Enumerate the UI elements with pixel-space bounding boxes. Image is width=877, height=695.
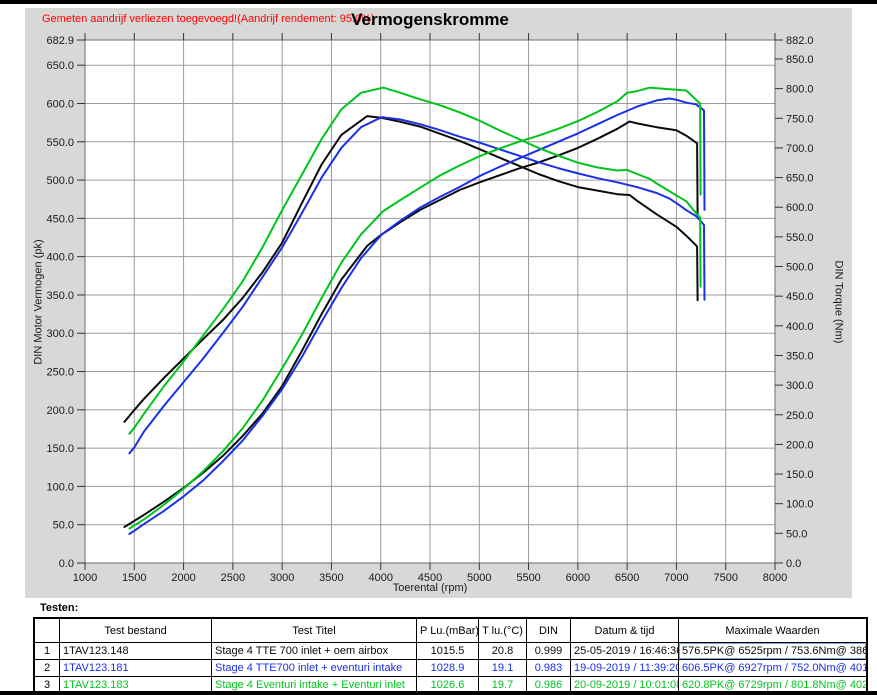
svg-text:850.0: 850.0 [786, 54, 814, 66]
svg-text:650.0: 650.0 [786, 173, 814, 185]
svg-text:0.0: 0.0 [786, 558, 801, 570]
svg-text:6500: 6500 [615, 572, 639, 584]
svg-text:700.0: 700.0 [786, 143, 814, 155]
svg-text:550.0: 550.0 [786, 232, 814, 244]
temp-value: 19.1 [478, 659, 527, 677]
datetime: 19-09-2019 / 11:39:20 [570, 659, 679, 677]
svg-text:450.0: 450.0 [786, 291, 814, 303]
table-row-run3[interactable]: 3 1TAV123.183 Stage 4 Eventuri intake + … [33, 676, 868, 695]
svg-text:400.0: 400.0 [786, 321, 814, 333]
svg-text:50.0: 50.0 [786, 528, 807, 540]
header-p-lu: P Lu.(mBar) [416, 617, 479, 643]
right-axis-title: DIN Torque (Nm) [832, 260, 845, 344]
svg-text:2000: 2000 [171, 572, 195, 584]
svg-text:2500: 2500 [221, 572, 245, 584]
svg-text:5000: 5000 [467, 572, 491, 584]
header-din: DIN [526, 617, 571, 643]
svg-text:6000: 6000 [566, 572, 590, 584]
svg-text:500.0: 500.0 [46, 175, 74, 187]
svg-text:800.0: 800.0 [786, 84, 814, 96]
svg-text:550.0: 550.0 [46, 137, 74, 149]
svg-text:600.0: 600.0 [786, 202, 814, 214]
top-divider-bar [0, 0, 877, 4]
row-number: 2 [33, 659, 60, 677]
svg-text:1000: 1000 [73, 572, 97, 584]
svg-text:300.0: 300.0 [46, 328, 74, 340]
svg-text:882.0: 882.0 [786, 35, 814, 47]
svg-text:7500: 7500 [713, 572, 737, 584]
svg-text:450.0: 450.0 [46, 213, 74, 225]
test-title: Stage 4 TTE 700 inlet + oem airbox [211, 642, 417, 660]
header-row-number [33, 617, 60, 643]
svg-text:100.0: 100.0 [786, 499, 814, 511]
svg-text:350.0: 350.0 [786, 350, 814, 362]
svg-text:4500: 4500 [418, 572, 442, 584]
svg-text:8000: 8000 [763, 572, 787, 584]
svg-text:682.9: 682.9 [46, 35, 74, 47]
svg-text:250.0: 250.0 [786, 410, 814, 422]
x-axis-title: Toerental (rpm) [392, 582, 468, 594]
svg-text:3000: 3000 [270, 572, 294, 584]
drivetrain-loss-annotation: Gemeten aandrijf verliezen toegevoegd!(A… [42, 13, 375, 25]
chart-title: Vermogenskromme [351, 10, 509, 29]
svg-text:150.0: 150.0 [786, 469, 814, 481]
max-values: 606.5PK@ 6927rpm / 752.0Nm@ 4010rpm [678, 659, 868, 677]
svg-text:5500: 5500 [516, 572, 540, 584]
datetime: 25-05-2019 / 16:46:36 [570, 642, 679, 660]
tests-section-label: Testen: [40, 602, 79, 614]
svg-text:350.0: 350.0 [46, 290, 74, 302]
max-values[interactable]: 576.5PK@ 6525rpm / 753.6Nm@ 3863rpm [678, 642, 868, 660]
svg-text:500.0: 500.0 [786, 262, 814, 274]
header-test-bestand: Test bestand [59, 617, 212, 643]
svg-text:250.0: 250.0 [46, 367, 74, 379]
svg-text:300.0: 300.0 [786, 380, 814, 392]
svg-text:200.0: 200.0 [786, 439, 814, 451]
table-row-run1[interactable]: 1 1TAV123.148 Stage 4 TTE 700 inlet + oe… [33, 642, 868, 660]
svg-text:7000: 7000 [664, 572, 688, 584]
dyno-chart-panel: Gemeten aandrijf verliezen toegevoegd!(A… [25, 8, 852, 598]
svg-text:200.0: 200.0 [46, 405, 74, 417]
svg-text:600.0: 600.0 [46, 98, 74, 110]
header-t-lu: T lu.(°C) [478, 617, 527, 643]
svg-text:3500: 3500 [319, 572, 343, 584]
test-title: Stage 4 TTE700 inlet + eventuri intake [211, 659, 417, 677]
test-file: 1TAV123.181 [59, 659, 212, 677]
din-factor: 0.999 [526, 642, 571, 660]
pressure-value: 1026.6 [416, 676, 479, 695]
test-title: Stage 4 Eventuri intake + Eventuri inlet [211, 676, 417, 695]
svg-text:650.0: 650.0 [46, 60, 74, 72]
header-datum-tijd: Datum & tijd [570, 617, 679, 643]
max-values: 620.8PK@ 6729rpm / 801.8Nm@ 4025rpm [678, 676, 868, 695]
svg-text:50.0: 50.0 [53, 520, 74, 532]
power-torque-chart-canvas: 1000 1500 2000 2500 3000 3500 4000 4500 5000 5500… [46, 33, 814, 584]
svg-text:750.0: 750.0 [786, 113, 814, 125]
test-runs-table: Test bestand Test Titel P Lu.(mBar) T lu… [33, 617, 868, 695]
table-row-run2[interactable]: 2 1TAV123.181 Stage 4 TTE700 inlet + eve… [33, 659, 868, 677]
header-max-waarden: Maximale Waarden [678, 617, 868, 643]
din-factor: 0.983 [526, 659, 571, 677]
temp-value: 20.8 [478, 642, 527, 660]
pressure-value: 1028.9 [416, 659, 479, 677]
bottom-divider-bar [0, 691, 877, 695]
svg-text:150.0: 150.0 [46, 443, 74, 455]
svg-text:400.0: 400.0 [46, 252, 74, 264]
svg-text:100.0: 100.0 [46, 481, 74, 493]
header-test-titel: Test Titel [211, 617, 417, 643]
table-header-row: Test bestand Test Titel P Lu.(mBar) T lu… [33, 617, 868, 643]
test-file: 1TAV123.148 [59, 642, 212, 660]
svg-text:4000: 4000 [368, 572, 392, 584]
left-axis-title: DIN Motor Vermogen (pk) [32, 239, 45, 365]
pressure-value: 1015.5 [416, 642, 479, 660]
svg-text:1500: 1500 [122, 572, 146, 584]
svg-text:0.0: 0.0 [59, 558, 74, 570]
row-number: 1 [33, 642, 60, 660]
